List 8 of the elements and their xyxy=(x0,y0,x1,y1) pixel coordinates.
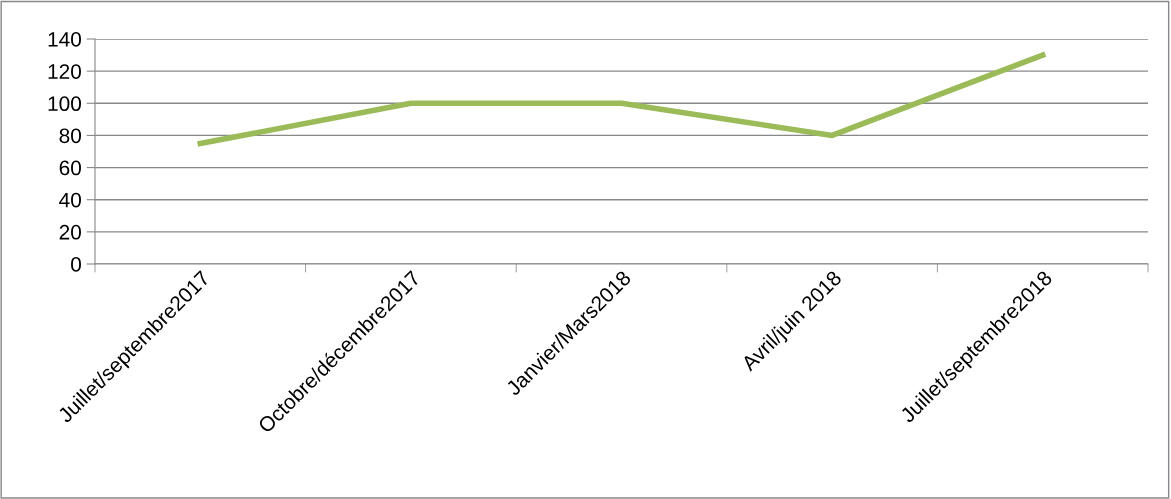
y-tick-label: 100 xyxy=(48,96,81,112)
y-tick-label: 140 xyxy=(48,32,81,47)
y-tick-label: 120 xyxy=(48,64,81,79)
y-tick-label: 20 xyxy=(59,224,81,240)
y-tick-label: 80 xyxy=(59,128,81,144)
y-tick-label: 40 xyxy=(59,192,81,208)
y-tick-label: 0 xyxy=(71,257,81,272)
y-tick-label: 60 xyxy=(59,160,81,176)
